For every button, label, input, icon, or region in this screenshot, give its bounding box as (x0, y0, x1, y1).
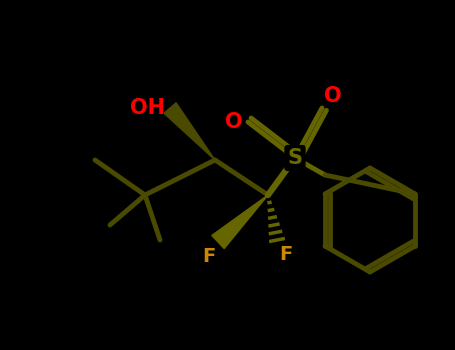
Polygon shape (212, 195, 268, 248)
Text: F: F (203, 247, 216, 266)
Text: S: S (288, 148, 303, 168)
Polygon shape (164, 103, 215, 160)
Text: F: F (279, 245, 292, 264)
Text: O: O (225, 112, 243, 132)
Text: O: O (324, 86, 342, 106)
Text: OH: OH (130, 98, 165, 118)
